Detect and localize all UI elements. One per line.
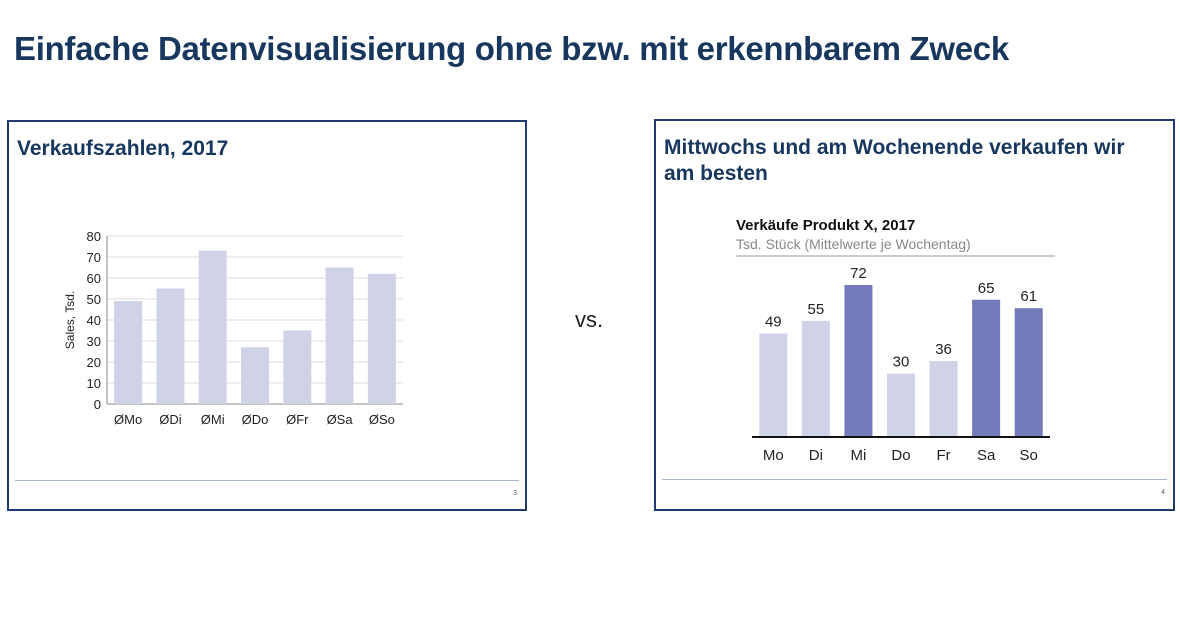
- bar-ØDi: [156, 288, 185, 404]
- vs-label: vs.: [575, 307, 604, 332]
- data-label: 55: [808, 301, 825, 318]
- bar-ØFr: [283, 330, 312, 404]
- chart-title: Verkäufe Produkt X, 2017: [736, 217, 915, 234]
- bar-ØSo: [367, 273, 396, 404]
- x-tick-label: ØSa: [327, 412, 354, 427]
- footer-divider: [15, 480, 519, 481]
- data-label: 36: [935, 341, 952, 358]
- footer-divider: [662, 479, 1167, 480]
- y-tick-label: 80: [87, 229, 101, 244]
- data-label: 72: [850, 265, 867, 282]
- x-tick-label: Do: [891, 447, 910, 464]
- page-number: 4: [1161, 489, 1165, 496]
- bar-ØDo: [241, 347, 269, 404]
- x-tick-label: So: [1020, 447, 1038, 464]
- y-tick-label: 50: [87, 292, 101, 307]
- x-tick-label: Sa: [977, 447, 996, 464]
- x-tick-label: Mo: [763, 447, 784, 464]
- slide-title: Verkaufszahlen, 2017: [17, 137, 229, 160]
- y-tick-label: 30: [87, 334, 101, 349]
- bar-Do: [887, 373, 915, 437]
- bar-ØSa: [325, 267, 354, 404]
- y-tick-label: 0: [94, 397, 101, 412]
- y-tick-label: 60: [87, 271, 101, 286]
- bar-Mo: [759, 333, 788, 437]
- x-tick-label: ØDo: [242, 412, 269, 427]
- x-tick-label: Mi: [851, 447, 867, 464]
- slide-right: Mittwochs und am Wochenende verkaufen wi…: [654, 119, 1175, 511]
- y-axis-label: Sales, Tsd.: [63, 291, 77, 349]
- x-tick-label: ØSo: [369, 412, 395, 427]
- data-label: 49: [765, 314, 782, 331]
- data-label: 30: [893, 354, 910, 371]
- slide-title: Mittwochs und am Wochenende verkaufen wi…: [664, 136, 1125, 185]
- bar-Di: [801, 320, 830, 437]
- bar-Fr: [929, 361, 958, 437]
- bar-Mi: [844, 285, 873, 437]
- data-label: 61: [1020, 288, 1037, 305]
- x-tick-label: ØMo: [114, 412, 142, 427]
- page-number: 3: [513, 490, 517, 497]
- y-tick-label: 20: [87, 355, 101, 370]
- bar-ØMo: [114, 301, 143, 404]
- page-title: Einfache Datenvisualisierung ohne bzw. m…: [14, 30, 1009, 67]
- bar-So: [1014, 308, 1043, 437]
- chart-subtitle: Tsd. Stück (Mittelwerte je Wochentag): [736, 236, 971, 252]
- y-tick-label: 10: [87, 376, 101, 391]
- x-tick-label: Fr: [936, 447, 950, 464]
- bar-ØMi: [198, 250, 227, 404]
- y-tick-label: 40: [87, 313, 101, 328]
- bar-Sa: [972, 299, 1001, 437]
- x-tick-label: ØFr: [286, 412, 309, 427]
- x-tick-label: ØDi: [159, 412, 182, 427]
- x-tick-label: Di: [809, 447, 823, 464]
- slide-left: Verkaufszahlen, 2017 3: [7, 120, 527, 511]
- data-label: 65: [978, 280, 995, 297]
- x-tick-label: ØMi: [201, 412, 225, 427]
- y-tick-label: 70: [87, 250, 101, 265]
